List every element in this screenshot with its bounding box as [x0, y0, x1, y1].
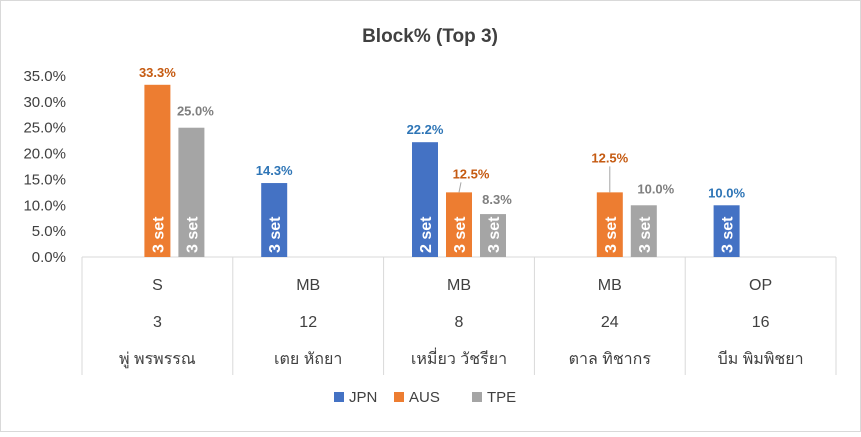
data-label-jpn: 14.3%	[256, 163, 293, 178]
category-number-label: 12	[299, 314, 317, 331]
category-position-label: S	[152, 277, 163, 294]
category-name-label: เหมี่ยว วัชรียา	[411, 347, 507, 368]
data-label-aus: 33.3%	[139, 65, 176, 80]
data-label-aus: 12.5%	[591, 150, 628, 165]
legend-swatch-aus	[394, 392, 404, 402]
bar-inner-label: 3 set	[452, 216, 469, 253]
y-tick-label: 30.0%	[23, 94, 66, 111]
legend-label-aus: AUS	[409, 389, 440, 406]
y-tick-label: 15.0%	[23, 171, 66, 188]
y-tick-label: 10.0%	[23, 197, 66, 214]
bar-tpe	[480, 214, 506, 257]
category-number-label: 8	[455, 314, 464, 331]
category-position-label: MB	[447, 277, 471, 294]
data-label-aus: 12.5%	[453, 166, 490, 181]
chart-title: Block% (Top 3)	[362, 26, 498, 47]
data-label-tpe: 25.0%	[177, 104, 214, 119]
bar-jpn	[261, 183, 288, 257]
category-name-label: บีม พิมพิชยา	[718, 350, 804, 368]
data-label-jpn: 10.0%	[708, 185, 745, 200]
bar-tpe	[178, 127, 205, 257]
y-tick-label: 25.0%	[23, 120, 66, 137]
legend-swatch-tpe	[472, 392, 482, 402]
y-tick-label: 5.0%	[32, 223, 66, 240]
category-name-label: ตาล ทิชากร	[569, 351, 652, 368]
bar-aus	[446, 192, 472, 257]
legend-label-jpn: JPN	[349, 389, 377, 406]
bar-tpe	[630, 205, 657, 257]
category-position-label: OP	[749, 277, 772, 294]
category-name-label: พู่ พรพรรณ	[119, 351, 196, 369]
legend-swatch-jpn	[334, 392, 344, 402]
category-number-label: 24	[601, 314, 619, 331]
bar-inner-label: 3 set	[267, 216, 284, 253]
bar-inner-label: 3 set	[637, 216, 654, 253]
legend-label-tpe: TPE	[487, 389, 516, 406]
bar-inner-label: 3 set	[486, 216, 503, 253]
category-name-label: เตย หัถยา	[274, 351, 342, 368]
data-label-tpe: 10.0%	[637, 181, 674, 196]
bar-inner-label: 3 set	[603, 216, 620, 253]
bar-jpn	[412, 142, 438, 257]
data-label-jpn: 22.2%	[407, 122, 444, 137]
bar-inner-label: 2 set	[418, 216, 435, 253]
category-number-label: 16	[752, 314, 770, 331]
bar-jpn	[713, 205, 740, 257]
bar-aus	[144, 84, 171, 257]
bar-inner-label: 3 set	[184, 216, 201, 253]
data-label-tpe: 8.3%	[482, 192, 512, 207]
y-tick-label: 35.0%	[23, 68, 66, 85]
category-number-label: 3	[153, 314, 162, 331]
leader-line	[458, 182, 462, 193]
category-position-label: MB	[296, 277, 320, 294]
y-tick-label: 20.0%	[23, 146, 66, 163]
category-position-label: MB	[598, 277, 622, 294]
y-tick-label: 0.0%	[32, 249, 66, 266]
bar-inner-label: 3 set	[150, 216, 167, 253]
bar-inner-label: 3 set	[720, 216, 737, 253]
bar-aus	[596, 192, 623, 257]
